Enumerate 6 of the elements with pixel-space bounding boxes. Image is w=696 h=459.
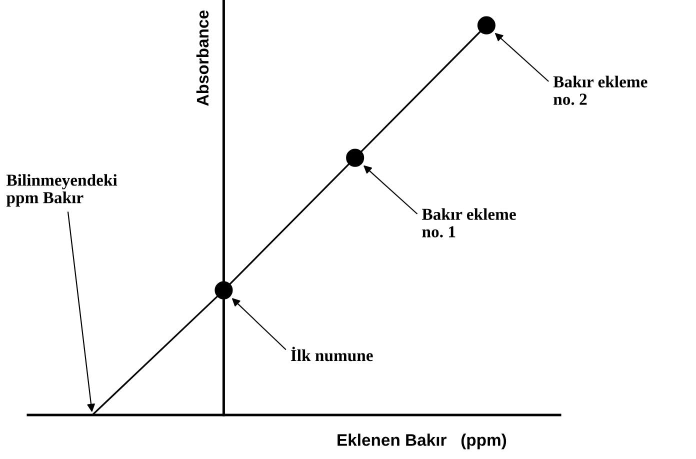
- annotation: Bilinmeyendeki ppm Bakır: [6, 174, 118, 207]
- annotation: Bakır ekleme no. 2: [553, 76, 648, 105]
- annotation: İlk numune: [290, 346, 373, 362]
- x-axis-title: Eklenen Bakır (ppm): [338, 434, 506, 450]
- annotation: Bakır ekleme no. 1: [422, 208, 516, 238]
- y-axis-title: Absorbance: [196, 10, 209, 106]
